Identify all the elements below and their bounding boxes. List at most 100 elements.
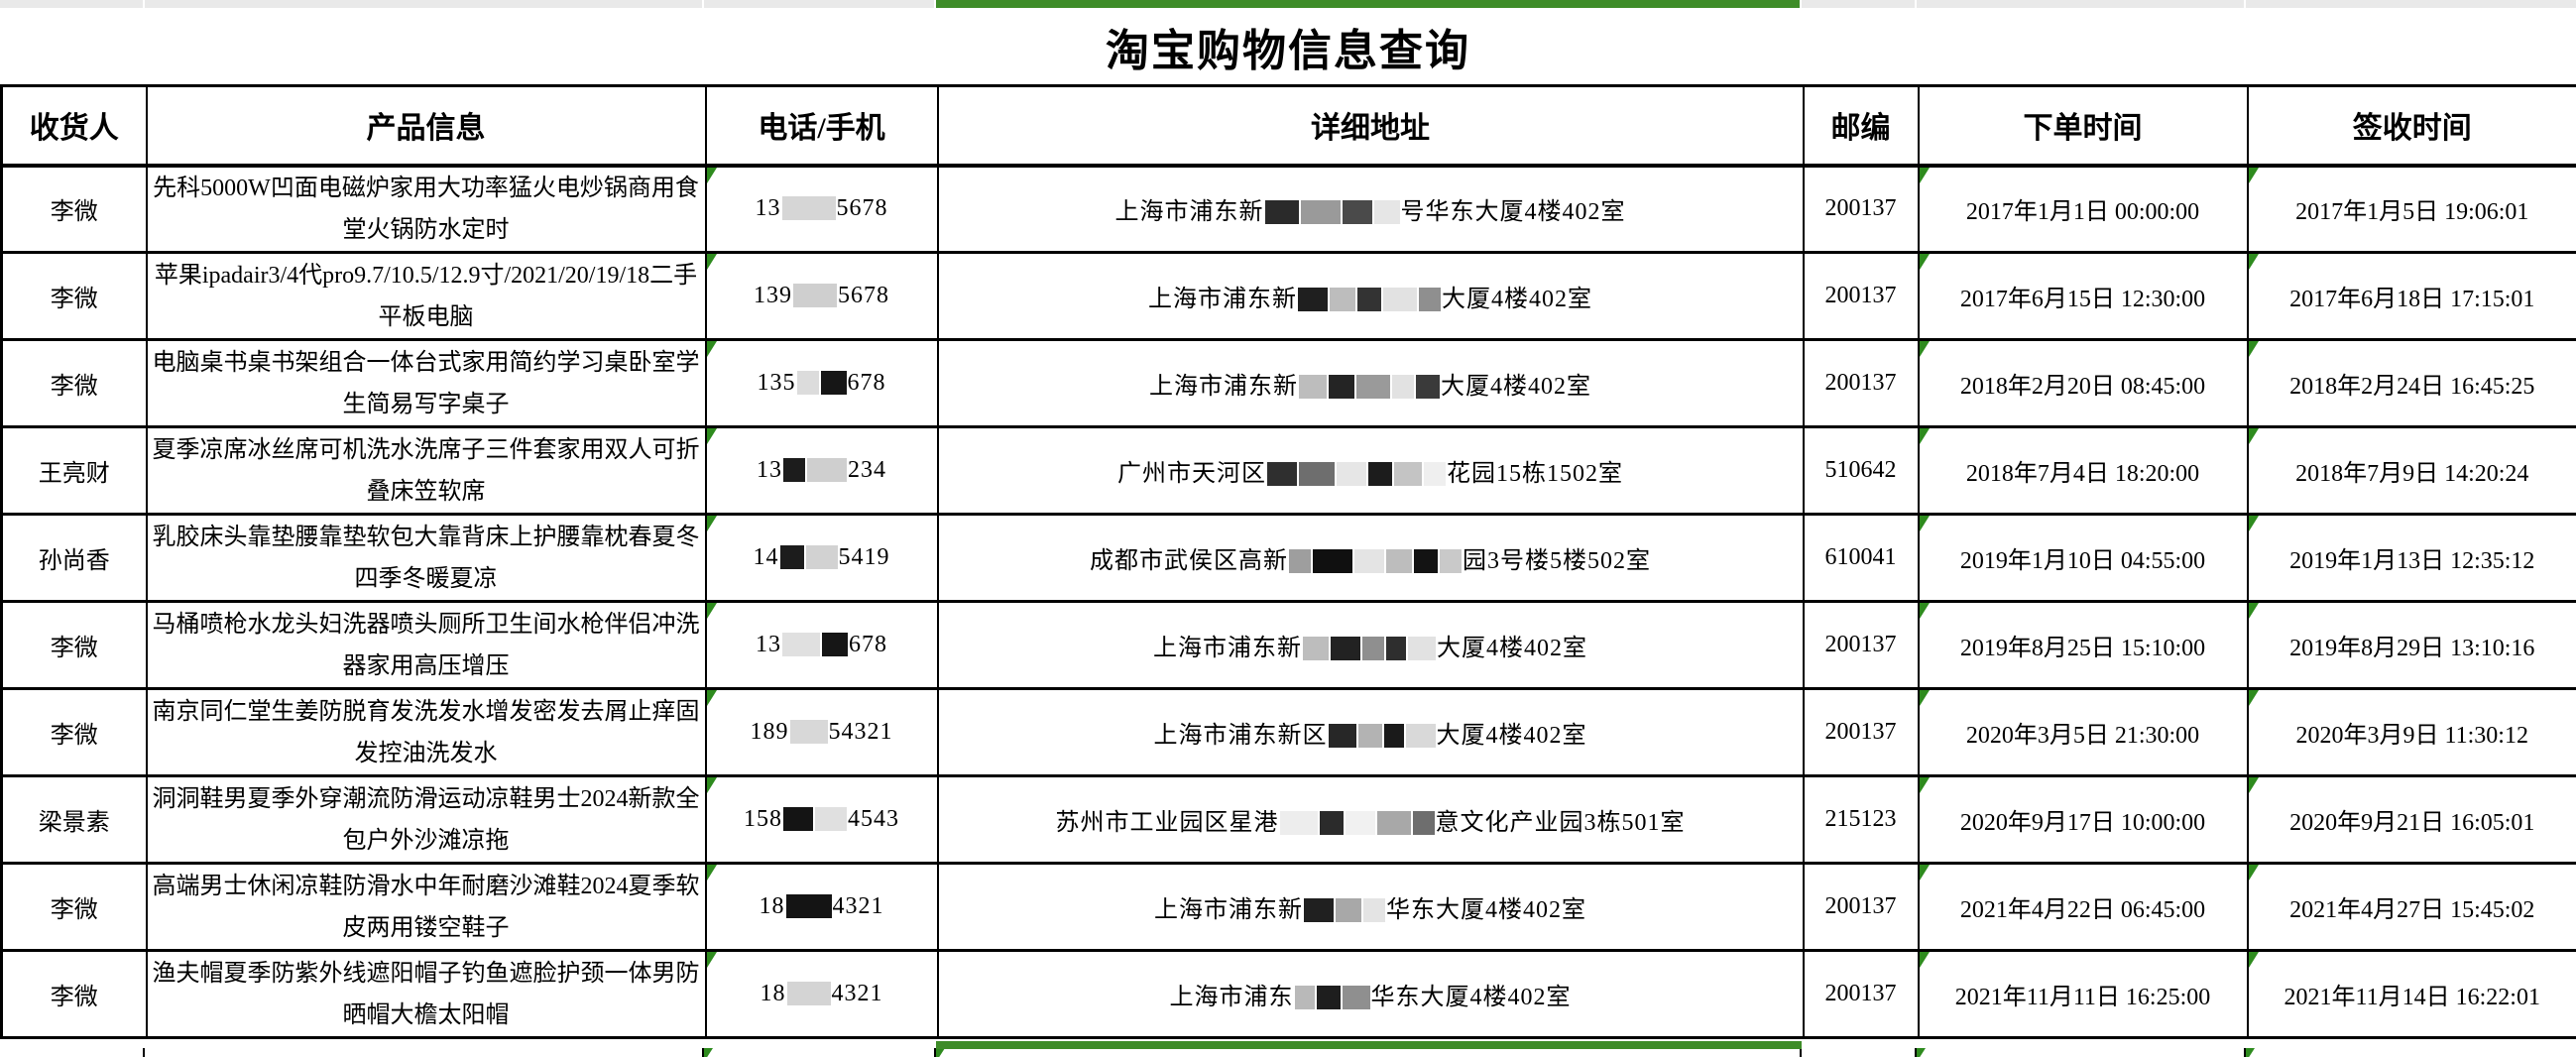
product-cell[interactable]: 乳胶床头靠垫腰靠垫软包大靠背床上护腰靠枕春夏冬四季冬暖夏凉 — [145, 513, 707, 603]
censor-block — [785, 894, 832, 918]
zip-cell[interactable]: 215123 — [1802, 774, 1920, 865]
phone-cell[interactable]: 13 234 — [704, 425, 939, 516]
product-cell[interactable]: 苹果ipadair3/4代pro9.7/10.5/12.9寸/2021/20/1… — [145, 251, 707, 341]
recipient-cell[interactable]: 孙尚香 — [0, 513, 148, 603]
address-cell[interactable]: 苏州市工业园区星港 意文化产业园3栋501室 — [936, 774, 1805, 865]
recipient-cell[interactable]: 李微 — [0, 600, 148, 690]
phone-suffix: 5678 — [838, 283, 889, 308]
zip-cell[interactable]: 200137 — [1802, 338, 1920, 428]
product-cell[interactable]: 高端男士休闲凉鞋防滑水中年耐磨沙滩鞋2024夏季软皮两用镂空鞋子 — [145, 862, 707, 952]
order-time-cell[interactable]: 2020年9月17日 10:00:00 — [1917, 774, 2249, 865]
zip-cell[interactable]: 610041 — [1802, 513, 1920, 603]
cell-corner-triangle-icon — [1920, 429, 1930, 444]
order-time-cell[interactable]: 2017年1月1日 00:00:00 — [1917, 164, 2249, 254]
sign-time-cell[interactable]: 2019年8月29日 13:10:16 — [2246, 600, 2576, 690]
col-header-sign-time[interactable]: 签收时间 — [2246, 84, 2576, 168]
phone-cell[interactable]: 13 678 — [704, 600, 939, 690]
zip-cell[interactable]: 200137 — [1802, 949, 1920, 1039]
censor-block — [1414, 549, 1438, 573]
zip-cell[interactable]: 510642 — [1802, 425, 1920, 516]
sign-time-cell[interactable]: 2020年9月21日 16:05:01 — [2246, 774, 2576, 865]
product-cell[interactable]: 南京同仁堂生姜防脱育发洗发水增发密发去屑止痒固发控油洗发水 — [145, 687, 707, 777]
censor-block — [1383, 724, 1404, 748]
cell-corner-triangle-icon — [1920, 778, 1930, 793]
sign-time-cell[interactable]: 2020年3月9日 11:30:12 — [2246, 687, 2576, 777]
order-time-value: 2019年1月10日 04:55:00 — [1959, 548, 2206, 574]
recipient-cell[interactable]: 李微 — [0, 164, 148, 254]
order-time-cell[interactable]: 2019年1月10日 04:55:00 — [1917, 513, 2249, 603]
sign-time-cell[interactable]: 2018年7月9日 14:20:24 — [2246, 425, 2576, 516]
product-cell[interactable]: 马桶喷枪水龙头妇洗器喷头厕所卫生间水枪伴侣冲洗器家用高压增压 — [145, 600, 707, 690]
censor-block — [1267, 462, 1297, 486]
phone-cell[interactable]: 18 4321 — [704, 949, 939, 1039]
order-time-cell[interactable]: 2020年3月5日 21:30:00 — [1917, 687, 2249, 777]
col-header-phone[interactable]: 电话/手机 — [704, 84, 939, 168]
order-time-cell[interactable]: 2018年2月20日 08:45:00 — [1917, 338, 2249, 428]
cell-corner-triangle-icon — [2249, 342, 2259, 357]
order-time-cell[interactable]: 2021年4月22日 06:45:00 — [1917, 862, 2249, 952]
order-time-cell[interactable]: 2019年8月25日 15:10:00 — [1917, 600, 2249, 690]
col-header-order-time[interactable]: 下单时间 — [1917, 84, 2249, 168]
censor-block — [1294, 986, 1315, 1009]
zip-cell[interactable]: 200137 — [1802, 862, 1920, 952]
product-cell[interactable]: 渔夫帽夏季防紫外线遮阳帽子钓鱼遮脸护颈一体男防晒帽大檐太阳帽 — [145, 949, 707, 1039]
phone-cell[interactable]: 139 5678 — [704, 251, 939, 341]
address-cell[interactable]: 上海市浦东新 大厦4楼402室 — [936, 251, 1805, 341]
address-cell[interactable]: 上海市浦东 华东大厦4楼402室 — [936, 949, 1805, 1039]
censor-block — [1440, 549, 1462, 573]
recipient-cell[interactable]: 李微 — [0, 251, 148, 341]
col-header-address[interactable]: 详细地址 — [936, 84, 1805, 168]
sign-time-cell[interactable]: 2017年1月5日 19:06:01 — [2246, 164, 2576, 254]
address-cell[interactable]: 上海市浦东新 大厦4楼402室 — [936, 338, 1805, 428]
col-header-recipient[interactable]: 收货人 — [0, 84, 148, 168]
phone-cell[interactable]: 18 4321 — [704, 862, 939, 952]
zip-cell[interactable]: 200137 — [1802, 687, 1920, 777]
recipient-cell[interactable]: 李微 — [0, 949, 148, 1039]
recipient-cell[interactable]: 李微 — [0, 338, 148, 428]
recipient-cell[interactable]: 梁景素 — [0, 774, 148, 865]
sign-time-cell[interactable]: 2019年1月13日 12:35:12 — [2246, 513, 2576, 603]
col-header-zip[interactable]: 邮编 — [1802, 84, 1920, 168]
address-cell[interactable]: 上海市浦东新区 大厦4楼402室 — [936, 687, 1805, 777]
zip-cell[interactable]: 200137 — [1802, 600, 1920, 690]
sign-time-cell[interactable]: 2018年2月24日 16:45:25 — [2246, 338, 2576, 428]
recipient-cell[interactable]: 王亮财 — [0, 425, 148, 516]
phone-cell[interactable]: 189 54321 — [704, 687, 939, 777]
address-cell[interactable]: 上海市浦东新 号华东大厦4楼402室 — [936, 164, 1805, 254]
order-time-value: 2020年9月17日 10:00:00 — [1959, 810, 2206, 836]
address-cell[interactable]: 广州市天河区 花园15栋1502室 — [936, 425, 1805, 516]
product-cell[interactable]: 电脑桌书桌书架组合一体台式家用简约学习桌卧室学生简易写字桌子 — [145, 338, 707, 428]
sign-time-cell[interactable]: 2021年11月14日 16:22:01 — [2246, 949, 2576, 1039]
cell-corner-triangle-icon — [1920, 255, 1930, 270]
order-time-cell[interactable]: 2018年7月4日 18:20:00 — [1917, 425, 2249, 516]
cell-corner-triangle-icon — [707, 429, 717, 444]
sign-time-cell[interactable]: 2017年6月18日 17:15:01 — [2246, 251, 2576, 341]
address-suffix: 大厦4楼402室 — [1441, 374, 1591, 400]
product-cell[interactable]: 先科5000W凹面电磁炉家用大功率猛火电炒锅商用食堂火锅防水定时 — [145, 164, 707, 254]
address-cell[interactable]: 成都市武侯区高新 园3号楼5楼502室 — [936, 513, 1805, 603]
zip-value: 215123 — [1824, 806, 1897, 832]
order-time-value: 2020年3月5日 21:30:00 — [1965, 723, 2200, 749]
recipient-cell[interactable]: 李微 — [0, 687, 148, 777]
phone-cell[interactable]: 158 4543 — [704, 774, 939, 865]
address-cell[interactable]: 上海市浦东新 大厦4楼402室 — [936, 600, 1805, 690]
col-header-product[interactable]: 产品信息 — [145, 84, 707, 168]
recipient-cell[interactable]: 李微 — [0, 862, 148, 952]
zip-cell[interactable]: 200137 — [1802, 164, 1920, 254]
phone-cell[interactable]: 14 5419 — [704, 513, 939, 603]
product-cell[interactable]: 夏季凉席冰丝席可机洗水洗席子三件套家用双人可折叠床笠软席 — [145, 425, 707, 516]
order-time-cell[interactable]: 2021年11月11日 16:25:00 — [1917, 949, 2249, 1039]
green-fill-bottom — [936, 1041, 1802, 1049]
table-row: 孙尚香 乳胶床头靠垫腰靠垫软包大靠背床上护腰靠枕春夏冬四季冬暖夏凉 14 5419… — [0, 513, 2576, 603]
censor-block — [1373, 200, 1400, 225]
order-time-cell[interactable]: 2017年6月15日 12:30:00 — [1917, 251, 2249, 341]
order-time-value: 2018年2月20日 08:45:00 — [1959, 374, 2206, 400]
address-cell[interactable]: 上海市浦东新 华东大厦4楼402室 — [936, 862, 1805, 952]
zip-cell[interactable]: 200137 — [1802, 251, 1920, 341]
sign-time-cell[interactable]: 2021年4月27日 15:45:02 — [2246, 862, 2576, 952]
zip-value: 200137 — [1824, 893, 1897, 919]
product-cell[interactable]: 洞洞鞋男夏季外穿潮流防滑运动凉鞋男士2024新款全包户外沙滩凉拖 — [145, 774, 707, 865]
cell-corner-triangle-icon — [2249, 866, 2259, 881]
